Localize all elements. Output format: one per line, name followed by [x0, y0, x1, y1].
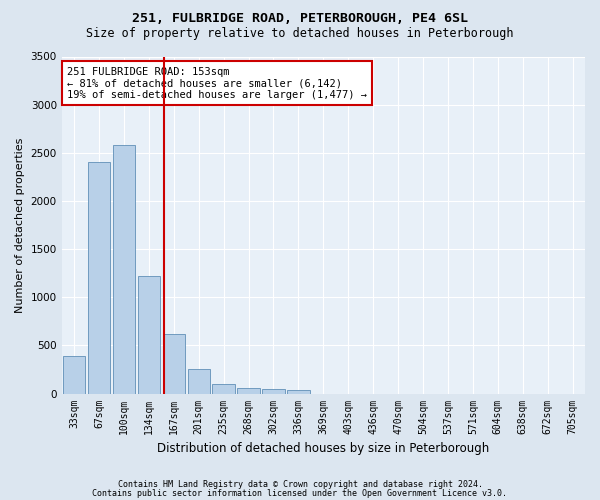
Bar: [188, 369, 210, 394]
Bar: [63, 356, 85, 394]
Bar: [88, 162, 110, 394]
Bar: [163, 334, 185, 394]
Bar: [113, 145, 135, 394]
Text: 251 FULBRIDGE ROAD: 153sqm
← 81% of detached houses are smaller (6,142)
19% of s: 251 FULBRIDGE ROAD: 153sqm ← 81% of deta…: [67, 66, 367, 100]
Text: 251, FULBRIDGE ROAD, PETERBOROUGH, PE4 6SL: 251, FULBRIDGE ROAD, PETERBOROUGH, PE4 6…: [132, 12, 468, 26]
Bar: [238, 388, 260, 394]
Text: Size of property relative to detached houses in Peterborough: Size of property relative to detached ho…: [86, 28, 514, 40]
Bar: [212, 384, 235, 394]
Y-axis label: Number of detached properties: Number of detached properties: [15, 138, 25, 312]
Bar: [262, 388, 285, 394]
Text: Contains HM Land Registry data © Crown copyright and database right 2024.: Contains HM Land Registry data © Crown c…: [118, 480, 482, 489]
Bar: [287, 390, 310, 394]
Text: Contains public sector information licensed under the Open Government Licence v3: Contains public sector information licen…: [92, 488, 508, 498]
Bar: [137, 276, 160, 394]
X-axis label: Distribution of detached houses by size in Peterborough: Distribution of detached houses by size …: [157, 442, 490, 455]
